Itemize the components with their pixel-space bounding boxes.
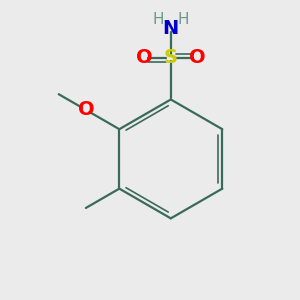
Text: N: N <box>163 19 179 38</box>
Text: S: S <box>164 48 178 68</box>
Text: H: H <box>153 12 164 27</box>
Text: O: O <box>189 48 206 68</box>
Text: O: O <box>136 48 152 68</box>
Text: O: O <box>78 100 94 119</box>
Text: H: H <box>178 12 189 27</box>
